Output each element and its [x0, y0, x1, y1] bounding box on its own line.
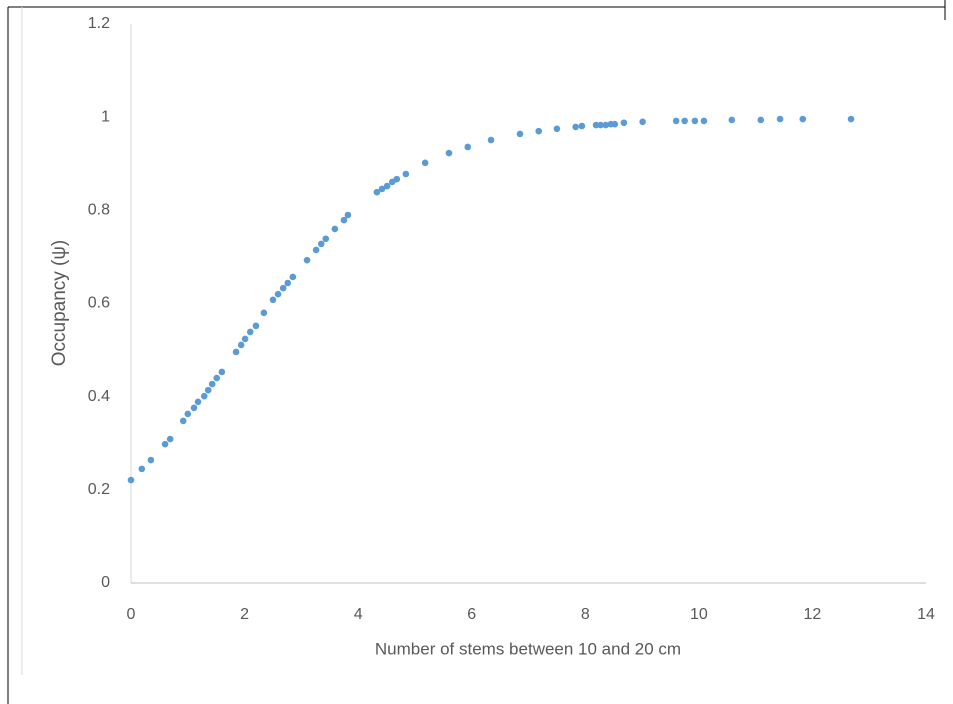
- point: [378, 185, 386, 193]
- point: [487, 136, 495, 144]
- point: [252, 322, 260, 330]
- point: [303, 256, 311, 264]
- point: [445, 149, 453, 157]
- point: [402, 170, 410, 178]
- point: [246, 328, 254, 336]
- point: [317, 240, 325, 248]
- point: [232, 348, 240, 356]
- point: [383, 182, 391, 190]
- point: [700, 117, 708, 125]
- point: [464, 143, 472, 151]
- point: [241, 335, 249, 343]
- point: [161, 440, 169, 448]
- y-tick-label: 1: [101, 108, 110, 125]
- point: [166, 435, 174, 443]
- point: [269, 296, 277, 304]
- x-tick-label: 2: [240, 606, 249, 623]
- point: [373, 188, 381, 196]
- point: [284, 279, 292, 287]
- point: [279, 284, 287, 292]
- point: [274, 290, 282, 298]
- point: [322, 235, 330, 243]
- x-tick-label: 0: [127, 606, 136, 623]
- point: [344, 211, 352, 219]
- point: [672, 117, 680, 125]
- point: [393, 175, 401, 183]
- y-axis-title: Occupancy (ψ): [49, 240, 70, 367]
- x-tick-label: 6: [467, 606, 476, 623]
- point: [691, 117, 699, 125]
- point: [184, 410, 192, 418]
- y-tick-label: 0.8: [88, 202, 110, 219]
- x-tick-label: 14: [917, 606, 935, 623]
- point: [190, 404, 198, 412]
- x-axis-title: Number of stems between 10 and 20 cm: [375, 639, 681, 658]
- point: [260, 309, 268, 317]
- point: [592, 121, 600, 129]
- point: [681, 117, 688, 125]
- point: [237, 341, 245, 349]
- y-tick-label: 0: [101, 574, 110, 591]
- x-tick-label: 12: [804, 606, 822, 623]
- point: [289, 273, 297, 281]
- point: [602, 121, 610, 129]
- point: [639, 118, 646, 126]
- point: [535, 127, 543, 135]
- point: [179, 417, 187, 425]
- point: [611, 120, 619, 128]
- y-tick-label: 0.2: [88, 481, 110, 498]
- point: [340, 216, 348, 224]
- y-tick-label: 0.4: [88, 388, 110, 405]
- point: [516, 130, 524, 138]
- y-tick-label: 0.6: [88, 295, 110, 312]
- point: [578, 122, 586, 130]
- point: [312, 246, 320, 254]
- point: [421, 159, 429, 167]
- point: [200, 392, 208, 400]
- point: [553, 125, 561, 133]
- point: [331, 225, 339, 233]
- y-tick-label: 1.2: [88, 15, 110, 32]
- point: [847, 115, 855, 123]
- point: [208, 380, 216, 388]
- point: [728, 116, 736, 124]
- point: [194, 398, 202, 406]
- point: [138, 465, 146, 473]
- point: [757, 116, 765, 124]
- point: [620, 119, 628, 127]
- point: [572, 123, 579, 131]
- x-tick-label: 10: [690, 606, 708, 623]
- x-tick-label: 8: [581, 606, 590, 623]
- point: [776, 115, 784, 123]
- point: [147, 456, 155, 464]
- point: [218, 368, 226, 376]
- point: [799, 115, 807, 123]
- point: [213, 374, 221, 382]
- point: [127, 476, 135, 484]
- x-tick-label: 4: [354, 606, 363, 623]
- point: [597, 121, 604, 129]
- point: [204, 386, 212, 394]
